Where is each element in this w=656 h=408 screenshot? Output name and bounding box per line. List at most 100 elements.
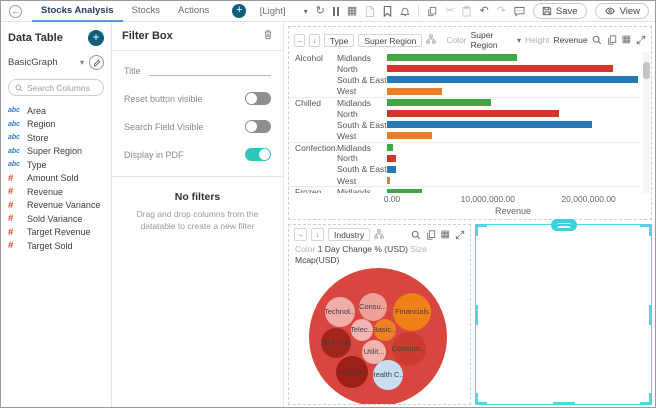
selection-handle[interactable] xyxy=(475,304,478,325)
bubble-health-c-[interactable]: Health C... xyxy=(373,359,403,390)
zoom-icon[interactable] xyxy=(411,230,421,240)
copy-visual-icon[interactable] xyxy=(426,229,436,240)
hierarchy-icon[interactable] xyxy=(374,228,384,241)
bubble-financials[interactable]: Financials xyxy=(393,292,431,331)
tab-stocks[interactable]: Stocks xyxy=(131,4,161,16)
view-button[interactable]: View xyxy=(594,3,649,19)
pause-icon[interactable] xyxy=(332,6,339,16)
tab-stocks-analysis[interactable]: Stocks Analysis xyxy=(32,1,123,22)
breadcrumb-super-region[interactable]: Super Region xyxy=(358,33,423,47)
bubble-consum-[interactable]: Consum... xyxy=(392,331,426,366)
edit-table-button[interactable] xyxy=(89,55,104,70)
breadcrumb-type[interactable]: Type xyxy=(323,33,355,47)
table-view-icon[interactable]: ▦ xyxy=(621,34,632,45)
selection-handle[interactable] xyxy=(552,402,575,405)
category-label: Midlands xyxy=(337,97,372,108)
zoom-icon[interactable] xyxy=(592,35,602,45)
copy-visual-icon[interactable] xyxy=(607,35,617,45)
data-table-name[interactable]: BasicGraph xyxy=(8,57,58,68)
refresh-icon[interactable]: ↻ xyxy=(315,4,325,17)
bar-west[interactable] xyxy=(387,177,391,185)
bar-south-east[interactable] xyxy=(387,76,638,84)
scrollbar-thumb[interactable] xyxy=(643,62,650,79)
category-label: South & East xyxy=(337,74,387,85)
comment-icon[interactable] xyxy=(514,6,525,17)
bar-west[interactable] xyxy=(387,87,443,95)
sort-icon[interactable]: ↓ xyxy=(308,33,320,47)
selection-handle[interactable] xyxy=(649,304,652,325)
column-item-revenue-variance[interactable]: # Revenue Variance xyxy=(8,199,104,213)
maximize-icon[interactable] xyxy=(455,230,465,240)
category-label: West xyxy=(337,130,357,141)
back-icon[interactable]: ← xyxy=(9,4,22,18)
column-item-area[interactable]: abc Area xyxy=(8,104,104,118)
undo-icon[interactable]: ↶ xyxy=(479,4,489,17)
theme-caret-icon[interactable]: ▾ xyxy=(303,6,308,16)
color-value[interactable]: 1 Day Change % (USD) xyxy=(317,244,408,254)
industry-bubble-panel[interactable]: → ↓ Industry ▦ Color 1 Day Change xyxy=(288,224,471,405)
parameters-icon[interactable]: ▦ xyxy=(346,4,358,17)
column-item-amount-sold[interactable]: # Amount Sold xyxy=(8,172,104,186)
toggle-search-field-visible[interactable] xyxy=(245,120,271,133)
toggle-reset-button-visible[interactable] xyxy=(245,92,271,105)
bubble-industri-[interactable]: Industri... xyxy=(336,355,368,388)
sort-icon[interactable]: ↓ xyxy=(311,228,324,241)
bar-north[interactable] xyxy=(387,110,560,118)
column-item-store[interactable]: abc Store xyxy=(8,131,104,145)
search-columns-input[interactable]: Search Columns xyxy=(8,79,104,96)
add-data-table-button[interactable]: + xyxy=(88,30,104,46)
x-axis-tick: 20,000,000.00 xyxy=(561,194,616,204)
column-item-target-revenue[interactable]: # Target Revenue xyxy=(8,226,104,240)
table-view-icon[interactable]: ▦ xyxy=(440,228,450,240)
bar-west[interactable] xyxy=(387,132,433,140)
notifications-bell-icon[interactable] xyxy=(400,6,411,17)
tab-actions[interactable]: Actions xyxy=(178,4,210,16)
height-value[interactable]: Revenue xyxy=(553,35,588,45)
bar-midlands[interactable] xyxy=(387,188,423,193)
bubble-consu-[interactable]: Consu... xyxy=(359,292,387,321)
bubble-telec-[interactable]: Telec... xyxy=(351,318,373,341)
hierarchy-icon[interactable] xyxy=(426,34,436,46)
selected-empty-panel[interactable] xyxy=(475,219,652,405)
theme-selector[interactable]: [Light] xyxy=(259,5,286,17)
column-item-type[interactable]: abc Type xyxy=(8,158,104,172)
column-item-revenue[interactable]: # Revenue xyxy=(8,185,104,199)
toggle-display-in-pdf[interactable] xyxy=(245,148,271,161)
bar-midlands[interactable] xyxy=(387,99,491,107)
bar-graph-panel[interactable]: → ↓ Type Super Region Color Super Region… xyxy=(288,26,652,220)
bar-midlands[interactable] xyxy=(387,54,518,62)
bubble-technol-[interactable]: Technol... xyxy=(325,296,355,327)
color-caret-icon[interactable]: ▾ xyxy=(516,35,521,45)
bookmark-icon[interactable] xyxy=(383,5,392,17)
column-item-region[interactable]: abc Region xyxy=(8,118,104,132)
bar-south-east[interactable] xyxy=(387,165,397,173)
title-field-input[interactable] xyxy=(148,63,271,76)
color-value[interactable]: Super Region xyxy=(470,30,498,50)
column-item-sold-variance[interactable]: # Sold Variance xyxy=(8,212,104,226)
column-item-target-sold[interactable]: # Target Sold xyxy=(8,239,104,253)
trash-icon[interactable] xyxy=(263,27,273,45)
maximize-icon[interactable] xyxy=(636,35,646,45)
column-label: Super Region xyxy=(27,146,83,157)
move-icon[interactable]: → xyxy=(294,33,305,47)
bar-midlands[interactable] xyxy=(387,144,394,152)
drag-handle[interactable] xyxy=(550,219,577,231)
move-icon[interactable]: → xyxy=(294,228,307,241)
redo-icon: ↷ xyxy=(496,4,506,17)
copy-icon[interactable] xyxy=(427,6,437,17)
bubble-oil-gas[interactable]: Oil & Gas xyxy=(321,327,351,358)
size-value[interactable]: Mcap(USD) xyxy=(295,255,340,266)
bar-north[interactable] xyxy=(387,65,613,73)
bar-north[interactable] xyxy=(387,154,397,162)
table-caret-icon[interactable]: ▾ xyxy=(79,58,84,67)
bar-south-east[interactable] xyxy=(387,121,592,129)
save-button[interactable]: Save xyxy=(532,3,587,19)
column-label: Type xyxy=(27,159,47,170)
bubble-basic-[interactable]: Basic... xyxy=(374,318,396,341)
column-item-super-region[interactable]: abc Super Region xyxy=(8,145,104,159)
breadcrumb-industry[interactable]: Industry xyxy=(328,228,371,241)
cut-icon: ✂ xyxy=(445,4,455,17)
bar-chart-scrollbar[interactable] xyxy=(643,52,650,193)
bar-row: North xyxy=(289,153,639,164)
add-dashboard-button[interactable]: + xyxy=(232,4,247,18)
